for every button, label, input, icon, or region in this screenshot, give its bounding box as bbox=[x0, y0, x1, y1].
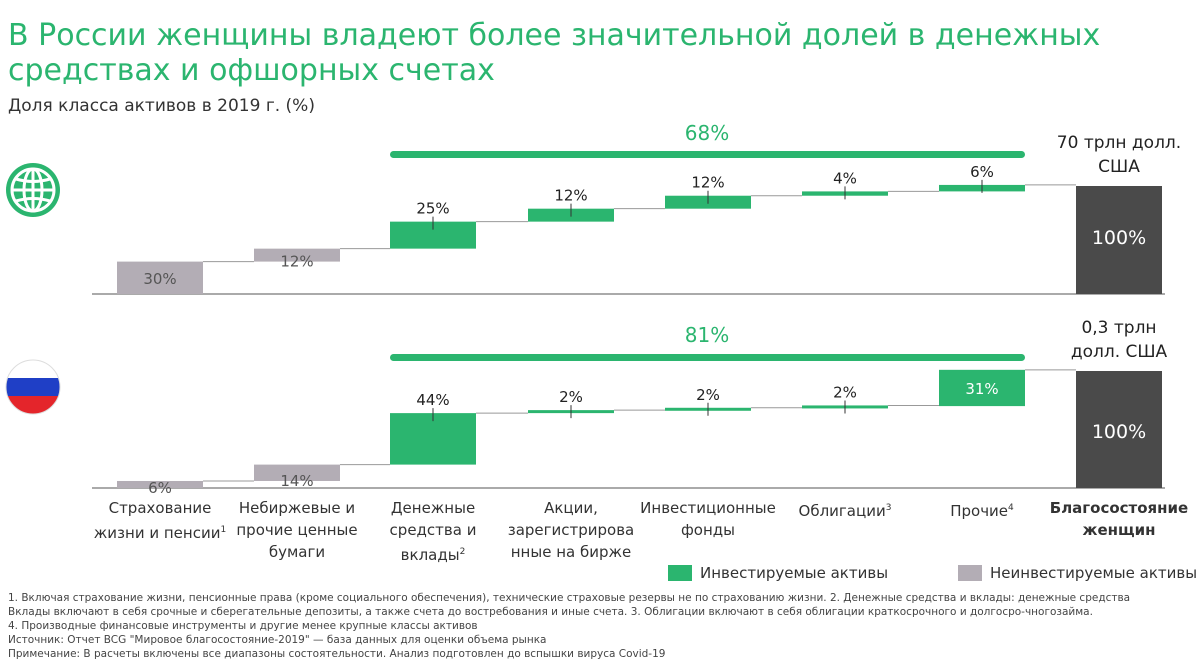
category-label: Акции, зарегистрирова нные на бирже bbox=[501, 497, 641, 563]
bar-value-label: 2% bbox=[833, 383, 857, 401]
category-label-line: Небиржевые и bbox=[238, 499, 356, 517]
category-label-line: Облигации bbox=[798, 502, 886, 520]
waterfall-charts: 30% 12% 25% 12% 12% 4% 6% 100% 68% 70 трлн долл. С… bbox=[5, 121, 1181, 497]
category-label: Благосостояние женщин bbox=[1049, 497, 1189, 541]
waterfall-panel: 6% 14% 44% 2% 2% 2% 31% 100% 81% 0,3 трлн долл. СШ… bbox=[92, 318, 1168, 497]
footnote-line: 4. Производные финансовые инструменты и … bbox=[8, 620, 478, 632]
footnote-line: Вклады включают в себя срочные и сберега… bbox=[8, 606, 1093, 618]
bar bbox=[1076, 186, 1162, 294]
total-wealth-label-line: США bbox=[1098, 157, 1140, 177]
footnote-line: Примечание: В расчеты включены все диапа… bbox=[8, 648, 666, 660]
bar-value-label: 14% bbox=[280, 472, 313, 490]
category-label-line: средства и bbox=[389, 521, 477, 539]
category-label-line: Страхование bbox=[108, 499, 212, 517]
footnote-line: Источник: Отчет BCG "Мировое благосостоя… bbox=[8, 634, 547, 646]
globe-icon bbox=[6, 163, 60, 217]
bar-value-label: 12% bbox=[554, 187, 587, 205]
bar-value-label: 31% bbox=[965, 380, 998, 398]
bar-value-label: 44% bbox=[416, 391, 449, 409]
category-label-line: Акции, bbox=[544, 499, 598, 517]
category-label-line: бумаги bbox=[268, 543, 326, 561]
total-wealth-label: 0,3 трлн долл. США bbox=[1071, 318, 1168, 362]
footnote-ref: 2 bbox=[459, 547, 466, 557]
legend-invested-label: Инвестируемые активы bbox=[700, 564, 889, 582]
bar-value-label: 2% bbox=[696, 386, 720, 404]
invested-share-label: 68% bbox=[685, 121, 729, 145]
category-label-line: фонды bbox=[680, 521, 736, 539]
bar bbox=[254, 248, 340, 262]
category-label-line: нные на бирже bbox=[510, 543, 632, 561]
bar-value-label: 12% bbox=[691, 174, 724, 192]
bar bbox=[254, 464, 340, 481]
bar-value-label: 25% bbox=[416, 200, 449, 218]
legend-non-invested-swatch bbox=[958, 565, 982, 581]
category-label: Инвестиционные фонды bbox=[638, 497, 778, 541]
bar-value-label: 4% bbox=[833, 169, 857, 187]
page-title: В России женщины владеют более значитель… bbox=[8, 18, 1101, 88]
category-label-line: Инвестиционные bbox=[640, 499, 776, 517]
bar-value-label: 6% bbox=[148, 479, 172, 497]
bar-value-label: 30% bbox=[143, 270, 176, 288]
category-label-line: Прочие bbox=[950, 502, 1009, 520]
invested-share-label: 81% bbox=[685, 323, 729, 347]
category-label: Облигации3 bbox=[775, 497, 915, 522]
footnote-ref: 3 bbox=[885, 503, 892, 513]
bar bbox=[390, 413, 476, 465]
footnote-line: 1. Включая страхование жизни, пенсионные… bbox=[8, 592, 1131, 604]
category-label-line: прочие ценные bbox=[236, 521, 358, 539]
bar bbox=[1076, 371, 1162, 488]
total-wealth-label-line: долл. США bbox=[1071, 342, 1168, 362]
waterfall-panel: 30% 12% 25% 12% 12% 4% 6% 100% 68% 70 трлн долл. С… bbox=[92, 121, 1181, 295]
category-label-line: женщин bbox=[1082, 521, 1156, 539]
category-label: Страхование жизни и пенсии1 bbox=[90, 497, 230, 544]
footnotes: 1. Включая страхование жизни, пенсионные… bbox=[8, 591, 1188, 661]
bar-value-label: 12% bbox=[280, 253, 313, 271]
legend-invested-swatch bbox=[668, 565, 692, 581]
bar-value-label: 6% bbox=[970, 163, 994, 181]
total-wealth-label-line: 0,3 трлн bbox=[1081, 318, 1156, 338]
category-label-line: Денежные bbox=[390, 499, 476, 517]
total-wealth-label-line: 70 трлн долл. bbox=[1057, 133, 1181, 153]
invested-bracket bbox=[390, 151, 1025, 158]
bar bbox=[939, 369, 1025, 407]
category-label: Денежные средства и вклады2 bbox=[363, 497, 503, 566]
category-label-line: вклады bbox=[400, 546, 460, 564]
legend-non-invested: Неинвестируемые активы bbox=[958, 564, 1197, 582]
chart-subtitle: Доля класса активов в 2019 г. (%) bbox=[8, 96, 315, 116]
category-label-line: зарегистрирова bbox=[507, 521, 635, 539]
bar-value-label: 100% bbox=[1092, 227, 1146, 249]
legend-non-invested-label: Неинвестируемые активы bbox=[990, 564, 1198, 582]
invested-bracket bbox=[390, 354, 1025, 361]
footnote-ref: 4 bbox=[1008, 503, 1014, 513]
category-label-line: Благосостояние bbox=[1049, 499, 1189, 517]
footnote-ref: 1 bbox=[220, 525, 227, 535]
legend-invested: Инвестируемые активы bbox=[668, 564, 888, 582]
bar-value-label: 2% bbox=[559, 388, 583, 406]
category-label: Небиржевые и прочие ценные бумаги bbox=[227, 497, 367, 563]
bar bbox=[117, 261, 203, 294]
bar bbox=[117, 480, 203, 488]
category-label-line: жизни и пенсии bbox=[93, 524, 221, 542]
category-label: Прочие4 bbox=[912, 497, 1052, 522]
russia-flag-icon bbox=[5, 359, 61, 415]
total-wealth-label: 70 трлн долл. США bbox=[1057, 133, 1181, 177]
bar-value-label: 100% bbox=[1092, 421, 1146, 443]
